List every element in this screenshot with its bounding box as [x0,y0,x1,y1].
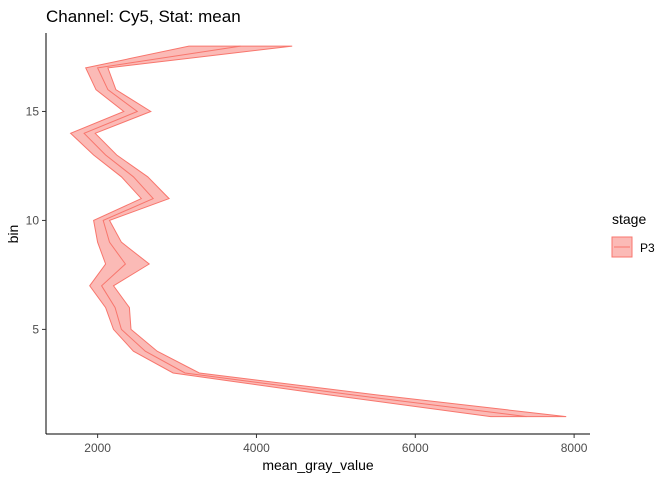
series-p3-ribbon [69,45,567,418]
x-tick-label: 4000 [243,441,270,455]
y-tick-label: 10 [26,213,40,227]
legend-label-p3: P3 [640,241,655,255]
y-axis-title: bin [5,225,21,244]
axis-ticks: 2000 4000 6000 8000 5 10 15 [26,104,588,455]
legend-title: stage [612,211,646,227]
plot-area [69,45,567,418]
series-p3-line [83,45,527,418]
y-tick-label: 15 [26,104,40,118]
x-tick-label: 6000 [402,441,429,455]
legend: stage P3 [611,211,655,258]
x-axis-title: mean_gray_value [262,457,374,473]
y-tick-label: 5 [32,322,39,336]
chart-title: Channel: Cy5, Stat: mean [46,7,241,26]
x-tick-label: 8000 [561,441,588,455]
x-tick-label: 2000 [84,441,111,455]
